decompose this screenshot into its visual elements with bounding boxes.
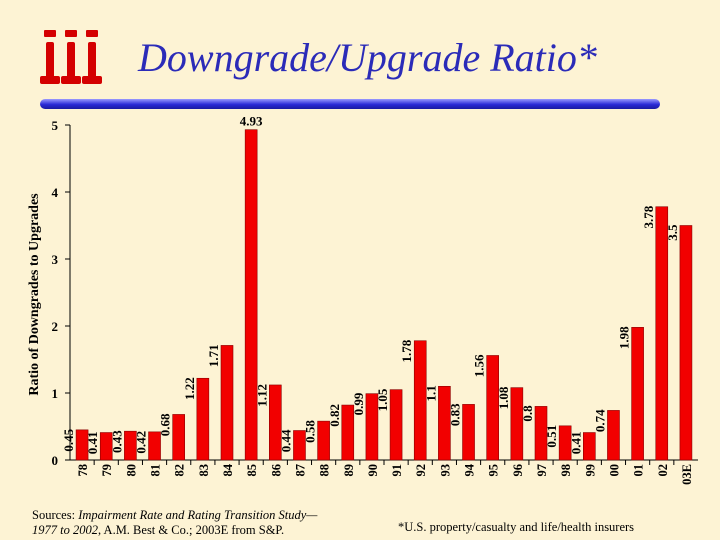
x-tick-label: 83 [197,464,211,477]
data-label: 3.78 [641,205,656,228]
data-label: 0.83 [448,403,463,426]
title-divider [40,99,660,109]
data-label: 3.5 [665,224,680,241]
sources-note: Sources: Impairment Rate and Rating Tran… [32,508,317,538]
data-label: 0.41 [568,432,583,455]
data-label: 1.78 [399,339,414,362]
x-tick-label: 98 [559,464,573,477]
data-label: 1.12 [254,384,269,407]
bar [341,404,355,461]
x-tick-label: 99 [583,464,597,477]
bar [99,432,113,461]
bar [365,393,379,461]
x-tick-label: 01 [632,464,646,477]
bar [269,384,282,461]
x-tick-label: 85 [245,464,259,477]
data-label: 1.05 [375,388,390,411]
bar [413,340,427,461]
x-tick-label: 88 [318,464,332,477]
x-tick-label: 84 [221,463,235,476]
bar [607,410,620,461]
bar [655,206,669,461]
x-tick-label: 92 [414,464,428,477]
x-tick-label: 91 [390,464,404,477]
bar [462,404,475,461]
sources-years: 1977 to 2002 [32,523,98,537]
bar [558,425,572,461]
data-label: 1.98 [617,326,632,349]
bar [196,377,210,461]
data-label: 1.71 [206,344,221,367]
data-label: 0.45 [61,428,76,451]
data-label: 1.08 [496,386,511,409]
x-tick-label: 94 [463,463,477,476]
x-tick-label: 78 [76,464,90,477]
data-label: 1.1 [423,385,438,401]
sources-prefix: Sources: [32,508,79,522]
bar [534,406,548,461]
data-label: 0.41 [85,432,100,455]
data-label: 1.56 [472,354,487,377]
data-label: 0.68 [158,413,173,436]
y-tick-label: 1 [52,386,59,401]
bar [510,387,524,461]
data-label: 0.8 [520,405,535,422]
data-label: 0.58 [303,420,318,443]
x-tick-label: 96 [511,464,525,477]
iii-logo-icon [40,30,102,84]
bar [293,430,306,461]
y-axis-label: Ratio of Downgrades to Upgrades [27,193,42,396]
y-tick-label: 2 [52,319,59,334]
bar [679,225,693,461]
x-tick-label: 93 [438,464,452,477]
data-label: 0.51 [544,425,559,448]
x-tick-label: 79 [100,464,114,477]
x-tick-label: 02 [656,464,670,477]
bar [124,430,137,461]
data-label: 1.22 [182,377,197,400]
x-tick-label: 00 [607,464,621,477]
data-label: 4.93 [240,114,263,129]
x-tick-label: 89 [342,464,356,477]
bar [583,432,596,461]
bar [486,355,499,461]
x-tick-label: 86 [269,464,283,477]
bar [220,345,234,461]
data-label: 0.82 [327,404,342,427]
x-tick-label: 90 [366,464,380,477]
bar [438,385,451,461]
data-label: 0.42 [134,431,149,454]
x-tick-label: 95 [487,464,501,477]
data-label: 0.74 [592,409,607,432]
x-tick-label: 82 [173,464,187,477]
x-tick-label: 81 [149,464,163,477]
sources-rest: , A.M. Best & Co.; 2003E from S&P. [97,523,285,537]
y-tick-label: 3 [52,252,59,267]
x-tick-label: 97 [535,464,549,477]
bar [389,389,403,461]
data-label: 0.43 [109,430,124,453]
sources-title: Impairment Rate and Rating Transition St… [78,508,318,522]
y-tick-label: 5 [52,118,59,133]
bar [317,420,330,461]
data-label: 0.44 [278,429,293,452]
data-label: 0.99 [351,392,366,415]
x-tick-label: 87 [293,464,307,477]
footnote: *U.S. property/casualty and life/health … [398,520,635,534]
x-tick-label: 80 [124,464,138,477]
y-tick-label: 4 [52,185,59,200]
bar [631,327,644,461]
bar [244,129,258,461]
page-title: Downgrade/Upgrade Ratio* [138,35,597,80]
bar [148,431,161,461]
x-tick-label: 03E [680,464,694,485]
bar [172,414,185,461]
y-tick-label: 0 [52,453,59,468]
bar [75,429,89,461]
